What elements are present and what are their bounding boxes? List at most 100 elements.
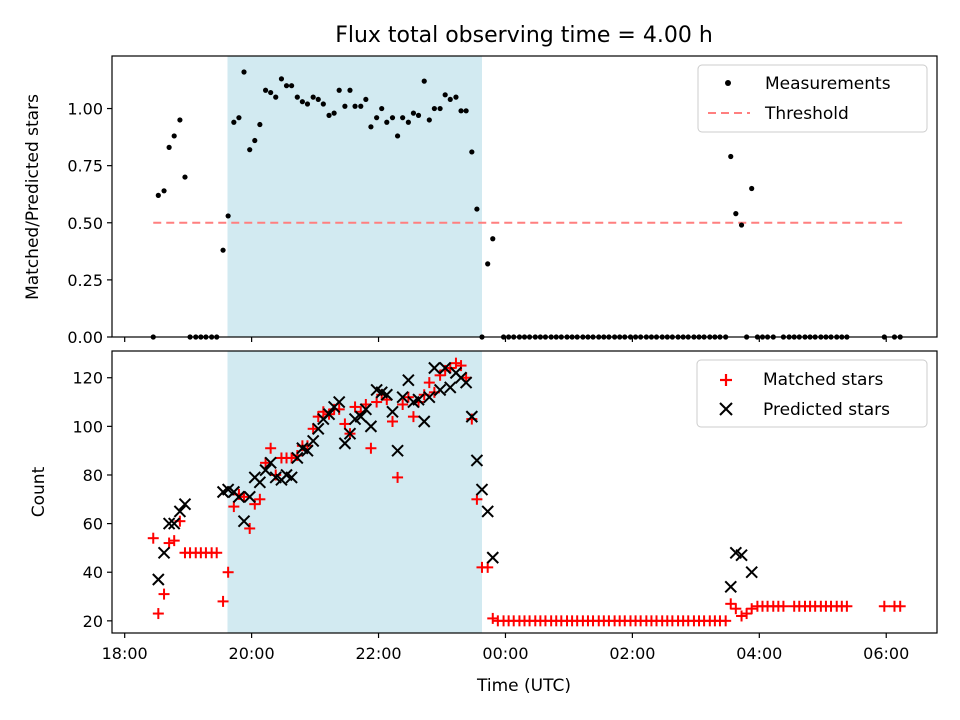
predicted-star-point (418, 415, 431, 428)
measurement-point (490, 236, 496, 242)
matched-star-point (147, 532, 159, 544)
measurement-point (161, 188, 167, 194)
matched-star-point (741, 608, 753, 620)
matched-star-point (168, 535, 180, 547)
matched-star-point (365, 442, 377, 454)
observing-window-shade-top (227, 56, 482, 337)
x-tick-label: 04:00 (736, 644, 782, 663)
predicted-star-point (285, 471, 298, 484)
measurement-point (347, 87, 353, 93)
matched-star-point (777, 600, 789, 612)
measurement-point (247, 147, 253, 153)
y-tick-label: 0.25 (67, 271, 103, 290)
predicted-star-point (301, 444, 314, 457)
matched-star-point (725, 598, 737, 610)
measurement-point (220, 247, 226, 253)
measurement-point (374, 115, 380, 121)
legend-predicted-label: Predicted stars (763, 400, 890, 420)
legend-measurements-marker (725, 80, 731, 86)
matched-star-point (720, 615, 732, 627)
measurement-point (252, 137, 258, 144)
matched-star-point (397, 398, 409, 410)
y-tick-label: 0.75 (67, 157, 103, 176)
x-tick-label: 20:00 (229, 644, 275, 663)
matched-star-point (244, 522, 256, 534)
y-tick-label: 80 (83, 466, 103, 485)
top-legend: Measurements Threshold (697, 64, 928, 133)
predicted-star-point (354, 410, 367, 423)
measurement-point (336, 87, 342, 93)
x-tick-label: 00:00 (482, 644, 528, 663)
matched-star-point (482, 561, 494, 573)
measurement-point (358, 103, 364, 109)
matched-stars-series (147, 357, 906, 627)
y-tick-label: 20 (83, 612, 103, 631)
predicted-star-point (157, 546, 171, 559)
legend-measurements-label: Measurements (765, 74, 891, 94)
predicted-star-point (306, 434, 320, 448)
matched-star-point (407, 411, 419, 423)
predicted-star-point (433, 383, 447, 397)
bottom-panel-frame (111, 350, 938, 634)
measurement-point (728, 153, 734, 160)
predicted-star-point (332, 395, 346, 409)
measurement-point (171, 133, 177, 139)
x-tick-labels: 18:00 20:00 22:00 00:00 02:00 04:00 06:00 (102, 644, 910, 663)
predicted-star-point (402, 373, 415, 387)
matched-star-point (152, 608, 164, 620)
measurement-point (400, 115, 406, 121)
predicted-star-point (152, 573, 165, 586)
predicted-star-point (178, 497, 192, 511)
matched-star-point (339, 418, 351, 430)
matched-star-point (392, 471, 404, 483)
predicted-star-point (162, 517, 176, 530)
predicted-star-point (386, 405, 399, 418)
measurement-point (299, 99, 305, 105)
measurement-point (437, 105, 443, 112)
predicted-star-point (237, 514, 251, 528)
matched-star-point (450, 357, 462, 369)
measurement-point (453, 94, 459, 100)
measurement-point (342, 103, 348, 109)
predicted-star-point (253, 476, 267, 489)
measurement-point (421, 78, 427, 84)
measurement-point (474, 206, 480, 212)
measurement-point (738, 222, 745, 228)
measurement-point (155, 192, 161, 198)
top-panel: 0.00 0.25 0.50 0.75 1.00 Matched/Predicted s… (23, 55, 938, 347)
predicted-star-point (423, 390, 436, 404)
y-tick-label: 100 (72, 417, 103, 436)
predicted-star-point (359, 403, 373, 416)
measurement-point (749, 185, 755, 192)
matched-star-point (894, 600, 906, 612)
matched-star-point (228, 501, 240, 513)
measurement-point (278, 76, 285, 82)
matched-star-point (423, 377, 435, 389)
measurement-point (363, 96, 369, 103)
predicted-star-point (264, 456, 277, 470)
predicted-star-point (724, 580, 737, 594)
matched-star-point (746, 603, 758, 615)
predicted-star-point (396, 390, 409, 404)
measurement-point (368, 124, 374, 130)
predicted-star-point (470, 454, 484, 467)
predicted-star-point (438, 361, 452, 375)
matched-star-point (455, 360, 467, 372)
predicted-star-point (745, 566, 758, 579)
matched-star-point (158, 588, 170, 600)
bottom-y-ticks: 20 40 60 80 100 120 (72, 369, 112, 631)
measurement-point (182, 174, 188, 180)
matched-star-point (387, 416, 398, 427)
top-y-axis-label: Matched/Predicted stars (23, 94, 43, 300)
predicted-stars-series (152, 361, 758, 594)
predicted-star-point (444, 381, 457, 394)
matched-star-point (217, 595, 229, 607)
measurement-point (236, 115, 242, 121)
predicted-star-point (380, 388, 393, 401)
predicted-star-point (428, 361, 441, 375)
measurement-point (262, 87, 269, 93)
predicted-star-point (412, 393, 425, 406)
measurement-point (315, 96, 321, 103)
measurement-point (415, 112, 422, 118)
measurement-point (283, 83, 290, 89)
